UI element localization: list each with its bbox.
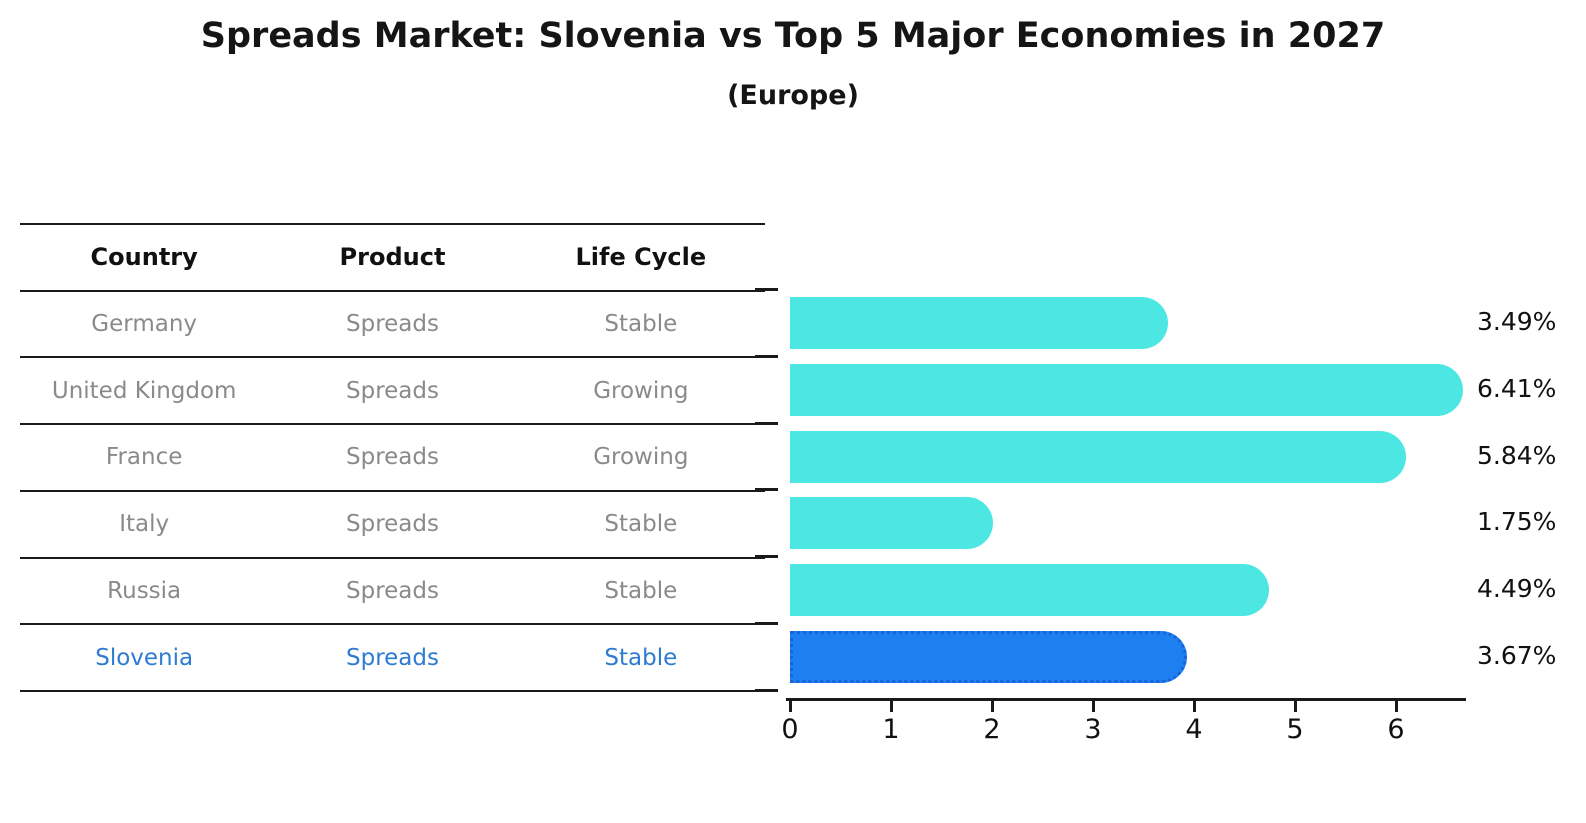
x-tick-label-6: 6 (1387, 714, 1405, 745)
y-tick-mark (755, 555, 778, 559)
cell-country: Russia (107, 578, 182, 605)
table-row-united-kingdom: United Kingdom Spreads Growing (20, 358, 765, 426)
table-header-row: Country Product Life Cycle (20, 225, 765, 292)
cell-life-cycle: Growing (593, 377, 689, 404)
cell-life-cycle: Stable (604, 578, 678, 605)
x-tick-mark (990, 701, 994, 712)
x-tick-mark (788, 701, 792, 712)
cell-country: Germany (91, 310, 198, 337)
y-tick-mark (755, 421, 778, 425)
cell-product: Spreads (346, 377, 439, 404)
cell-product: Spreads (346, 310, 439, 337)
bar-united-kingdom (790, 363, 1464, 416)
cell-life-cycle: Stable (604, 644, 678, 671)
x-tick-mark (1394, 701, 1398, 712)
x-tick-mark (1293, 701, 1297, 712)
x-tick-mark (889, 701, 893, 712)
cell-country: Italy (119, 511, 170, 538)
x-tick-label-1: 1 (882, 714, 900, 745)
bar-italy (790, 497, 993, 550)
value-label-italy: 1.75% (1477, 507, 1557, 537)
value-label-france: 5.84% (1477, 440, 1557, 470)
table-row-germany: Germany Spreads Stable (20, 292, 765, 359)
value-label-slovenia: 3.67% (1477, 640, 1557, 670)
value-label-russia: 4.49% (1477, 574, 1557, 604)
cell-country: France (105, 444, 183, 471)
x-tick-label-4: 4 (1185, 714, 1203, 745)
cell-product: Spreads (346, 511, 439, 538)
cell-life-cycle: Stable (604, 511, 678, 538)
chart-title: Spreads Market: Slovenia vs Top 5 Major … (200, 16, 1386, 56)
x-tick-label-3: 3 (1084, 714, 1102, 745)
x-tick-label-0: 0 (781, 714, 799, 745)
table-row-italy: Italy Spreads Stable (20, 492, 765, 559)
x-tick-label-2: 2 (983, 714, 1001, 745)
table-row-russia: Russia Spreads Stable (20, 559, 765, 626)
x-tick-label-5: 5 (1286, 714, 1304, 745)
x-tick-mark (1192, 701, 1196, 712)
column-header-product: Product (339, 243, 446, 272)
country-table: Country Product Life Cycle Germany Spreads S… (20, 223, 765, 693)
y-tick-mark (755, 288, 778, 291)
bar-germany (790, 296, 1169, 349)
cell-product: Spreads (346, 644, 439, 671)
table-row-france: France Spreads Growing (20, 425, 765, 492)
chart-subtitle: (Europe) (727, 80, 859, 111)
cell-country: Slovenia (95, 644, 194, 671)
table-row-slovenia: Slovenia Spreads Stable (20, 625, 765, 693)
cell-country: United Kingdom (51, 377, 237, 404)
x-axis-line (786, 698, 1466, 701)
value-label-germany: 3.49% (1477, 306, 1557, 336)
column-header-country: Country (90, 243, 198, 272)
x-tick-mark (1091, 701, 1095, 712)
cell-product: Spreads (346, 578, 439, 605)
y-tick-mark (755, 622, 778, 625)
y-tick-mark (755, 688, 778, 692)
bar-russia (790, 564, 1270, 617)
value-label-united-kingdom: 6.41% (1477, 373, 1557, 403)
y-tick-mark (755, 488, 778, 492)
y-tick-mark (755, 354, 778, 358)
bar-slovenia (790, 630, 1187, 683)
cell-life-cycle: Growing (593, 444, 689, 471)
column-header-life-cycle: Life Cycle (575, 243, 707, 272)
cell-product: Spreads (346, 444, 439, 471)
bar-france (790, 430, 1406, 483)
cell-life-cycle: Stable (604, 310, 678, 337)
bar-plot-area (755, 288, 1464, 692)
